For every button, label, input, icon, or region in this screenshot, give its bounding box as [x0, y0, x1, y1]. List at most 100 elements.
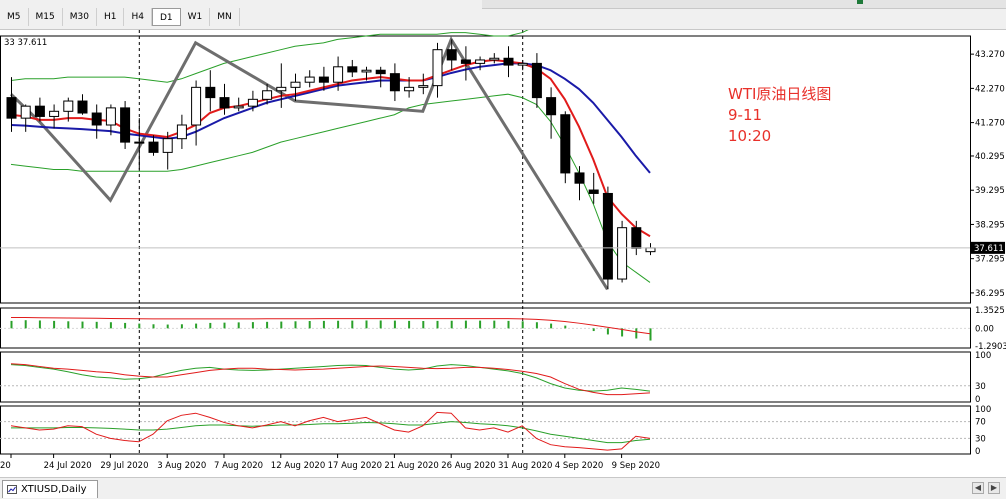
symbol-tab-label: XTIUSD,Daily [21, 484, 87, 495]
candle-body [262, 90, 273, 100]
time-axis-label: 3 Aug 2020 [157, 461, 206, 471]
time-axis-label: 31 Aug 2020 [498, 461, 552, 471]
price-axis-label: 37.295 [975, 255, 1005, 265]
oscillator2-green-line [11, 421, 651, 444]
price-axis-label: 42.270 [975, 84, 1005, 94]
candle-body [233, 105, 244, 109]
annotation-date: 9-11 [728, 106, 763, 124]
candle-body [375, 69, 386, 75]
candle-body [517, 62, 528, 66]
price-axis-label: 41.270 [975, 119, 1005, 129]
scroll-left-icon[interactable]: ◀ [972, 482, 984, 494]
tab-scroll-buttons: ◀ ▶ [972, 482, 1004, 494]
timeframe-m5[interactable]: M5 [0, 8, 29, 26]
annotation-time: 10:20 [728, 127, 772, 145]
candle-body [361, 69, 372, 73]
timeframe-m15[interactable]: M15 [29, 8, 63, 26]
time-axis-label: 12 Aug 2020 [271, 461, 325, 471]
candle-body [276, 86, 287, 92]
time-axis-label: 20 [0, 461, 11, 471]
candle-body [446, 49, 457, 61]
chart-tab-icon [7, 485, 17, 494]
bottom-bar: XTIUSD,Daily ◀ ▶ [0, 477, 1006, 499]
candle-body [588, 189, 599, 194]
oscillator-axis-label: 0 [975, 395, 980, 405]
oscillator-axis-label: 100 [975, 351, 991, 361]
candle-body [333, 66, 344, 83]
time-axis-label: 21 Aug 2020 [384, 461, 438, 471]
oscillator-axis-label: 30 [975, 434, 986, 444]
oscillator1-green-line [10, 364, 651, 392]
oscillator-axis-label: 0 [975, 447, 980, 457]
time-axis-label: 4 Sep 2020 [555, 461, 603, 471]
ma-blue-line [10, 62, 651, 174]
histogram-signal-line [11, 316, 651, 335]
timeframe-h1[interactable]: H1 [97, 8, 125, 26]
candle-body [489, 57, 500, 61]
histogram-axis-label: -1.2903 [975, 342, 1006, 352]
candle-body [475, 59, 486, 64]
price-chart[interactable]: 33 37.611 43.270 42.270 41.270 40.295 39.295 3… [0, 30, 1006, 477]
candle-body [546, 97, 557, 116]
candle-body [63, 100, 74, 112]
histogram-axis-label: 1.3525 [975, 306, 1005, 316]
timeframe-d1[interactable]: D1 [151, 8, 181, 26]
candle-body [347, 66, 358, 73]
timeframe-w1[interactable]: W1 [181, 8, 211, 26]
ma-red-line [10, 58, 651, 238]
candle-body [77, 100, 88, 114]
price-axis-label: 36.295 [975, 289, 1005, 299]
candle-body [34, 105, 45, 117]
oscillator-axis-label: 70 [975, 418, 986, 428]
candle-body [318, 76, 329, 83]
time-axis-label: 29 Jul 2020 [100, 461, 148, 471]
zigzag-line [9, 36, 609, 291]
candle-body [290, 81, 301, 88]
histogram-axis-label: 0.00 [975, 324, 994, 334]
candle-body [602, 192, 613, 280]
candle-body [560, 114, 571, 174]
candle-body [91, 112, 102, 126]
pane-frame-0 [0, 35, 971, 304]
candle-body [191, 86, 202, 126]
candle-body [219, 97, 230, 109]
candle-body [49, 110, 60, 117]
pane-frame-3 [0, 405, 971, 455]
symbol-tab[interactable]: XTIUSD,Daily [2, 480, 98, 498]
timeframe-group: M5 M15 M30 H1 H4 D1 W1 MN [0, 8, 240, 26]
candle-body [162, 138, 173, 153]
timeframe-mn[interactable]: MN [210, 8, 240, 26]
time-axis-label: 9 Sep 2020 [612, 461, 660, 471]
candle-body [404, 86, 415, 92]
candle-body [105, 107, 116, 126]
toolbar-marker [857, 0, 863, 4]
candle-body [460, 59, 471, 64]
price-axis-label: 39.295 [975, 186, 1005, 196]
candle-body [432, 49, 443, 87]
candle-body [631, 227, 642, 249]
scroll-right-icon[interactable]: ▶ [988, 482, 1000, 494]
timeframe-toolbar: M5 M15 M30 H1 H4 D1 W1 MN [0, 0, 1006, 30]
price-axis-label: 40.295 [975, 152, 1005, 162]
chart-header-text: 33 37.611 [4, 38, 47, 48]
toolbar-scroll-strip [482, 0, 1006, 9]
oscillator-axis-label: 30 [975, 382, 986, 392]
candle-body [617, 227, 628, 280]
oscillator-axis-label: 100 [975, 405, 991, 415]
time-axis-label: 26 Aug 2020 [441, 461, 495, 471]
candle-body [247, 98, 258, 107]
time-axis-label: 17 Aug 2020 [328, 461, 382, 471]
time-axis-label: 24 Jul 2020 [44, 461, 92, 471]
candle-body [20, 105, 31, 119]
candle-body [645, 247, 656, 253]
timeframe-m30[interactable]: M30 [63, 8, 97, 26]
timeframe-h4[interactable]: H4 [124, 8, 152, 26]
current-price-label: 37.611 [974, 244, 1004, 254]
candle-body [176, 124, 187, 140]
candle-body [205, 86, 216, 99]
current-price-box [971, 241, 1005, 254]
candle-body [531, 62, 542, 99]
oscillator1-red-line [10, 363, 651, 396]
candle-body [6, 97, 17, 119]
candle-body [503, 57, 514, 66]
